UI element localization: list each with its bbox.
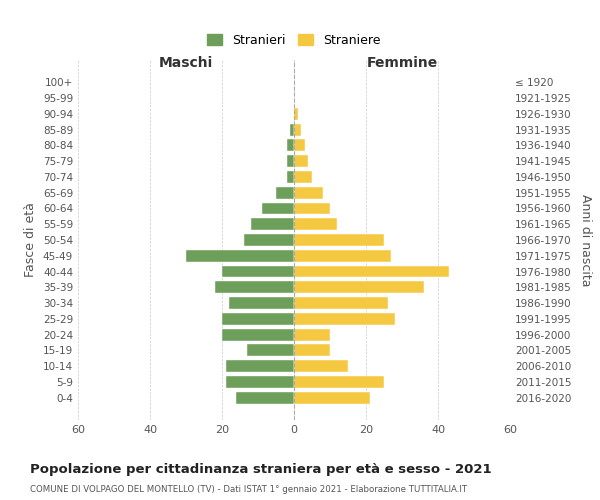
Bar — [294, 360, 348, 372]
Bar — [294, 140, 305, 151]
Y-axis label: Fasce di età: Fasce di età — [25, 202, 37, 278]
Bar — [215, 282, 294, 293]
Bar — [287, 140, 294, 151]
Bar — [294, 328, 330, 340]
Bar — [294, 266, 449, 278]
Bar — [229, 297, 294, 309]
Legend: Stranieri, Straniere: Stranieri, Straniere — [203, 30, 385, 50]
Bar — [294, 297, 388, 309]
Bar — [247, 344, 294, 356]
Bar — [294, 344, 330, 356]
Bar — [294, 218, 337, 230]
Bar — [294, 155, 308, 167]
Bar — [276, 187, 294, 198]
Bar — [294, 376, 384, 388]
Bar — [290, 124, 294, 136]
Bar — [294, 250, 391, 262]
Bar — [294, 187, 323, 198]
Bar — [287, 171, 294, 183]
Y-axis label: Anni di nascita: Anni di nascita — [578, 194, 592, 286]
Bar — [226, 360, 294, 372]
Bar — [294, 392, 370, 404]
Bar — [294, 108, 298, 120]
Bar — [294, 124, 301, 136]
Bar — [294, 313, 395, 325]
Bar — [186, 250, 294, 262]
Bar — [294, 234, 384, 246]
Bar — [294, 171, 312, 183]
Bar — [287, 155, 294, 167]
Bar — [251, 218, 294, 230]
Bar — [236, 392, 294, 404]
Bar — [222, 266, 294, 278]
Bar — [244, 234, 294, 246]
Text: COMUNE DI VOLPAGO DEL MONTELLO (TV) - Dati ISTAT 1° gennaio 2021 - Elaborazione : COMUNE DI VOLPAGO DEL MONTELLO (TV) - Da… — [30, 485, 467, 494]
Text: Popolazione per cittadinanza straniera per età e sesso - 2021: Popolazione per cittadinanza straniera p… — [30, 462, 491, 475]
Bar — [262, 202, 294, 214]
Bar — [294, 202, 330, 214]
Bar — [222, 328, 294, 340]
Bar — [294, 282, 424, 293]
Text: Maschi: Maschi — [159, 56, 213, 70]
Bar — [226, 376, 294, 388]
Bar — [222, 313, 294, 325]
Text: Femmine: Femmine — [367, 56, 437, 70]
